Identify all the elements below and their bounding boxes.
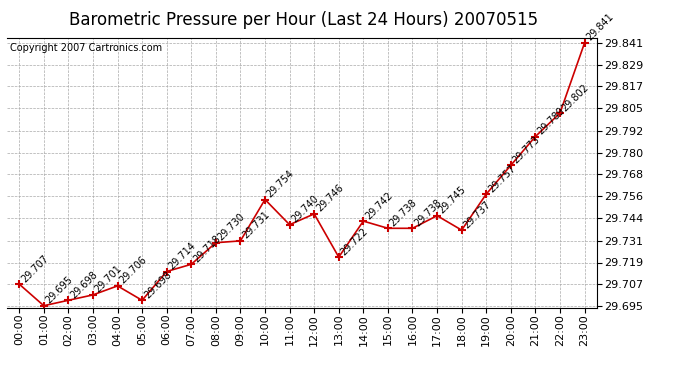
Text: 29.731: 29.731 xyxy=(240,210,271,241)
Text: 29.698: 29.698 xyxy=(142,269,173,300)
Text: 29.802: 29.802 xyxy=(560,82,591,113)
Text: 29.740: 29.740 xyxy=(290,194,321,225)
Text: Barometric Pressure per Hour (Last 24 Hours) 20070515: Barometric Pressure per Hour (Last 24 Ho… xyxy=(69,11,538,29)
Text: 29.707: 29.707 xyxy=(19,253,50,284)
Text: 29.738: 29.738 xyxy=(413,197,444,228)
Text: 29.706: 29.706 xyxy=(117,255,148,286)
Text: 29.738: 29.738 xyxy=(388,197,419,228)
Text: 29.698: 29.698 xyxy=(68,269,99,300)
Text: 29.746: 29.746 xyxy=(314,183,345,214)
Text: 29.789: 29.789 xyxy=(535,105,566,136)
Text: 29.714: 29.714 xyxy=(167,240,198,272)
Text: 29.695: 29.695 xyxy=(43,274,75,306)
Text: 29.701: 29.701 xyxy=(93,264,124,295)
Text: 29.757: 29.757 xyxy=(486,163,518,194)
Text: 29.742: 29.742 xyxy=(364,190,395,221)
Text: 29.754: 29.754 xyxy=(265,168,296,200)
Text: 29.841: 29.841 xyxy=(584,12,615,43)
Text: 29.737: 29.737 xyxy=(462,199,493,230)
Text: 29.718: 29.718 xyxy=(191,233,222,264)
Text: 29.730: 29.730 xyxy=(216,211,247,243)
Text: 29.722: 29.722 xyxy=(339,226,370,257)
Text: 29.773: 29.773 xyxy=(511,134,542,165)
Text: 29.745: 29.745 xyxy=(437,184,469,216)
Text: Copyright 2007 Cartronics.com: Copyright 2007 Cartronics.com xyxy=(10,43,162,53)
